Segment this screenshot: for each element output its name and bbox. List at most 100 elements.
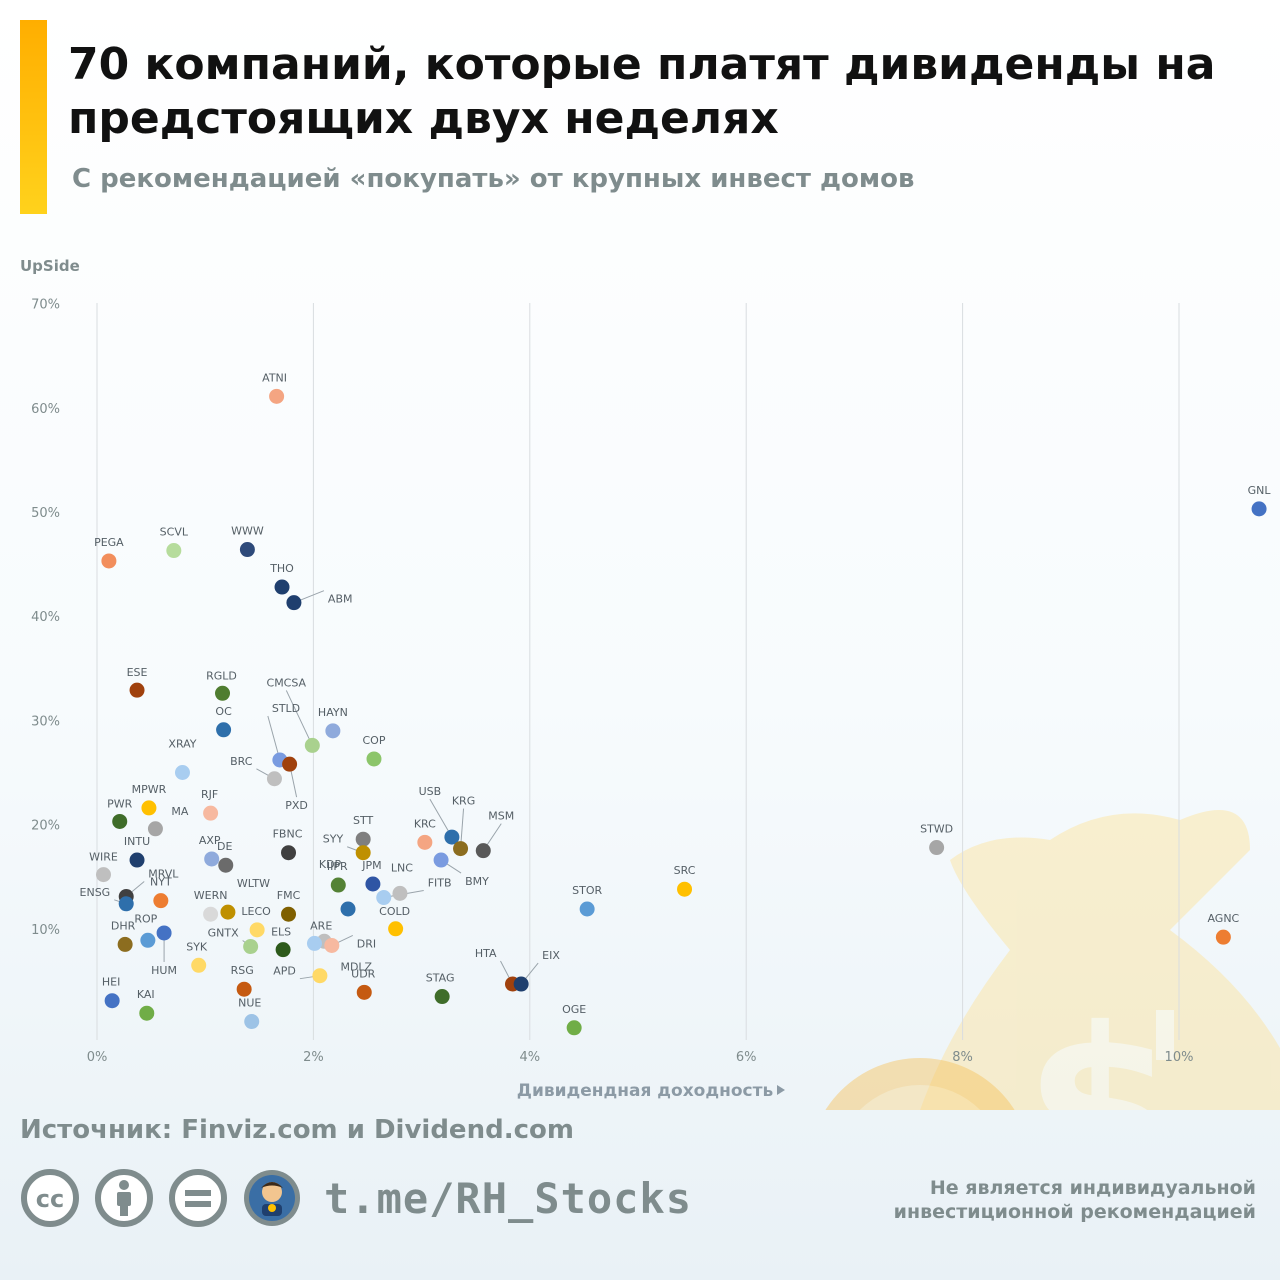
data-point-de [218,857,234,873]
point-label-krc: KRC [414,817,436,830]
point-label-apd: APD [273,965,296,978]
disclaimer-line-1: Не является индивидуальной [929,1177,1256,1199]
data-points [95,388,1267,1036]
data-point-rop [140,932,156,948]
point-label-rgld: RGLD [206,669,237,682]
data-point-stag [434,989,450,1005]
point-label-wire: WIRE [89,851,118,864]
point-label-rjf: RJF [201,788,218,801]
data-point-hum [156,925,172,941]
data-point-rsg [236,981,252,997]
disclaimer-line-2: инвестиционной рекомендацией [893,1201,1256,1223]
data-point-hei [104,993,120,1009]
data-point-intu [129,852,145,868]
data-point-krc [417,834,433,850]
avatar [244,1170,300,1226]
data-point-atni [269,388,285,404]
point-label-pxd: PXD [285,799,308,812]
disclaimer: Не является индивидуальной инвестиционно… [894,1176,1256,1224]
data-point-jpm [365,876,381,892]
svg-text:$: $ [1023,981,1176,1110]
data-point-oge [566,1020,582,1036]
point-label-bmy: BMY [465,875,489,888]
data-point-gntx [243,939,259,955]
data-point-leco [249,922,265,938]
data-point-stor [579,901,595,917]
y-tick-label: 50% [31,506,60,521]
data-point-wire [95,867,111,883]
point-label-kdp: KDP [319,858,342,871]
data-point-ese [129,682,145,698]
data-point-apd [312,968,328,984]
data-point-cmcsa [304,737,320,753]
point-label-tho: THO [269,562,294,575]
point-label-gnl: GNL [1248,484,1272,497]
point-label-cop: COP [362,734,385,747]
point-label-cold: COLD [379,905,410,918]
point-labels: ATNI GNL PEGA SCVL WWW THO ABM ESE RGLD OC CMCSA HA… [80,371,1272,1015]
point-label-wern: WERN [194,889,228,902]
data-point-lnc [392,885,408,901]
point-label-hei: HEI [102,976,120,989]
data-point-els [275,942,291,958]
source-note: Источник: Finviz.com и Dividend.com [20,1115,574,1145]
data-point-stt [355,831,371,847]
point-label-src: SRC [674,864,696,877]
data-point-pxd [282,756,298,772]
point-label-krg: KRG [452,795,475,808]
data-point-www [239,542,255,558]
svg-text:cc: cc [36,1185,64,1213]
point-label-brc: BRC [230,755,253,768]
point-label-leco: LECO [241,905,271,918]
data-point-abm [286,595,302,611]
x-axis-label: Дивидендная доходность [517,1081,773,1101]
data-point-msm [475,843,491,859]
data-point-hayn [325,723,341,739]
attribution-icon [95,1169,153,1227]
page-title: 70 компаний, которые платят дивиденды на… [68,39,1216,144]
point-label-wltw: WLTW [237,877,270,890]
data-point-fitb [376,890,392,906]
point-label-rsg: RSG [231,964,254,977]
x-tick-label: 0% [87,1050,108,1065]
point-label-mpwr: MPWR [132,783,167,796]
x-tick-label: 8% [952,1050,973,1065]
data-point-wltw [220,904,236,920]
point-label-msm: MSM [488,810,514,823]
y-tick-label: 10% [31,923,60,938]
data-point-syk [191,957,207,973]
point-label-scvl: SCVL [160,526,189,539]
point-label-usb: USB [419,785,442,798]
data-point-fbnc [281,845,297,861]
point-label-hayn: HAYN [318,706,348,719]
point-label-are: ARE [310,919,332,932]
data-point-pega [101,553,117,569]
point-label-intu: INTU [124,835,150,848]
data-point-dhr [117,936,133,952]
data-point-mdlz [306,935,322,951]
x-tick-label: 4% [519,1050,540,1065]
point-label-axp: AXP [199,834,221,847]
point-label-stt: STT [353,814,374,827]
point-label-cmcsa: CMCSA [267,676,307,689]
data-point-axp [204,851,220,867]
point-label-kai: KAI [137,988,155,1001]
telegram-handle[interactable]: t.me/RH_Stocks [324,1173,693,1223]
point-label-mdlz: MDLZ [340,960,372,973]
point-label-xray: XRAY [168,738,196,751]
page-subtitle: С рекомендацией «покупать» от крупных ин… [72,164,915,194]
y-axis-label: UpSide [20,257,80,275]
data-point-udr [356,984,372,1000]
cc-icon: cc [21,1169,79,1227]
point-label-eix: EIX [542,949,560,962]
point-label-stwd: STWD [920,823,953,836]
point-label-hum: HUM [151,964,177,977]
data-point-agnc [1215,929,1231,945]
data-point-syy [355,845,371,861]
data-point-fmc [281,906,297,922]
point-label-dri: DRI [357,937,376,950]
mascot-avatar-bg [825,1058,1015,1110]
data-point-nue [244,1014,260,1030]
point-label-syy: SYY [323,833,344,846]
data-point-cold [388,921,404,937]
